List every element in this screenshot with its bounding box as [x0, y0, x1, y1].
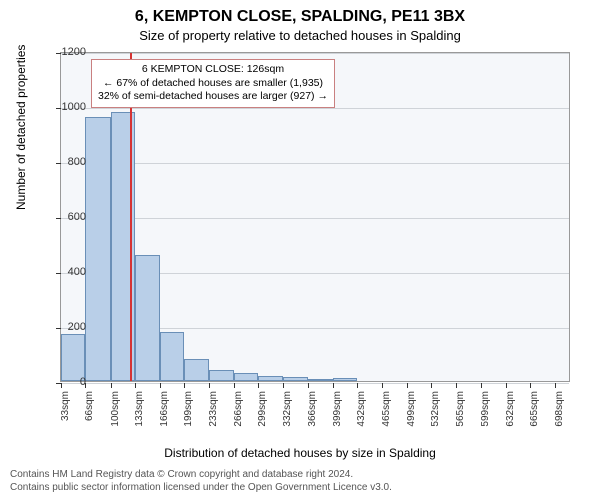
xtick-mark	[61, 383, 62, 388]
ytick-label: 200	[68, 321, 86, 333]
xtick-label: 166sqm	[159, 391, 170, 431]
xtick-label: 499sqm	[406, 391, 417, 431]
ytick-mark	[56, 273, 61, 274]
ytick-mark	[56, 218, 61, 219]
xtick-mark	[456, 383, 457, 388]
plot-area: 6 KEMPTON CLOSE: 126sqm← 67% of detached…	[60, 52, 570, 382]
xtick-mark	[506, 383, 507, 388]
xtick-mark	[555, 383, 556, 388]
histogram-bar	[85, 117, 110, 381]
x-axis-label: Distribution of detached houses by size …	[0, 446, 600, 460]
xtick-label: 465sqm	[381, 391, 392, 431]
ytick-label: 600	[68, 211, 86, 223]
xtick-mark	[333, 383, 334, 388]
histogram-bar	[61, 334, 85, 381]
xtick-mark	[135, 383, 136, 388]
xtick-label: 665sqm	[529, 391, 540, 431]
xtick-mark	[184, 383, 185, 388]
histogram-bar	[184, 359, 209, 381]
xtick-mark	[209, 383, 210, 388]
histogram-bar	[209, 370, 233, 381]
xtick-mark	[160, 383, 161, 388]
xtick-mark	[407, 383, 408, 388]
xtick-label: 33sqm	[60, 391, 71, 431]
xtick-mark	[382, 383, 383, 388]
callout-line: ← 67% of detached houses are smaller (1,…	[98, 77, 328, 91]
xtick-label: 632sqm	[505, 391, 516, 431]
xtick-mark	[258, 383, 259, 388]
ytick-mark	[56, 53, 61, 54]
xtick-label: 199sqm	[183, 391, 194, 431]
xtick-mark	[431, 383, 432, 388]
histogram-bar	[135, 255, 159, 382]
xtick-label: 565sqm	[455, 391, 466, 431]
page-subtitle: Size of property relative to detached ho…	[0, 26, 600, 43]
callout-line: 6 KEMPTON CLOSE: 126sqm	[98, 63, 328, 77]
ytick-label: 1200	[62, 46, 86, 58]
histogram-bar	[258, 376, 282, 381]
histogram-bar	[234, 373, 258, 381]
ytick-mark	[56, 328, 61, 329]
xtick-label: 366sqm	[307, 391, 318, 431]
xtick-mark	[481, 383, 482, 388]
xtick-label: 332sqm	[282, 391, 293, 431]
footer-line-2: Contains public sector information licen…	[10, 481, 392, 494]
xtick-label: 266sqm	[233, 391, 244, 431]
footer: Contains HM Land Registry data © Crown c…	[10, 468, 392, 494]
ytick-label: 800	[68, 156, 86, 168]
xtick-label: 233sqm	[208, 391, 219, 431]
xtick-mark	[234, 383, 235, 388]
gridline	[61, 108, 569, 109]
callout-box: 6 KEMPTON CLOSE: 126sqm← 67% of detached…	[91, 59, 335, 108]
ytick-label: 0	[80, 376, 86, 388]
ytick-mark	[56, 108, 61, 109]
xtick-mark	[308, 383, 309, 388]
xtick-mark	[357, 383, 358, 388]
page-title: 6, KEMPTON CLOSE, SPALDING, PE11 3BX	[0, 0, 600, 26]
xtick-label: 532sqm	[430, 391, 441, 431]
xtick-mark	[111, 383, 112, 388]
footer-line-1: Contains HM Land Registry data © Crown c…	[10, 468, 392, 481]
gridline	[61, 163, 569, 164]
xtick-label: 399sqm	[332, 391, 343, 431]
xtick-mark	[283, 383, 284, 388]
ytick-label: 1000	[62, 101, 86, 113]
xtick-label: 299sqm	[257, 391, 268, 431]
xtick-label: 599sqm	[480, 391, 491, 431]
xtick-label: 432sqm	[356, 391, 367, 431]
y-axis-label: Number of detached properties	[14, 45, 28, 210]
callout-line: 32% of semi-detached houses are larger (…	[98, 90, 328, 104]
gridline	[61, 383, 569, 384]
gridline	[61, 218, 569, 219]
xtick-label: 100sqm	[110, 391, 121, 431]
gridline	[61, 53, 569, 54]
xtick-label: 133sqm	[134, 391, 145, 431]
xtick-mark	[530, 383, 531, 388]
ytick-mark	[56, 163, 61, 164]
histogram-bar	[160, 332, 184, 382]
ytick-label: 400	[68, 266, 86, 278]
histogram-bar	[283, 377, 308, 381]
xtick-label: 66sqm	[84, 391, 95, 431]
chart-container: 6 KEMPTON CLOSE: 126sqm← 67% of detached…	[60, 52, 570, 408]
xtick-label: 698sqm	[554, 391, 565, 431]
histogram-bar	[308, 379, 332, 381]
histogram-bar	[333, 378, 357, 381]
